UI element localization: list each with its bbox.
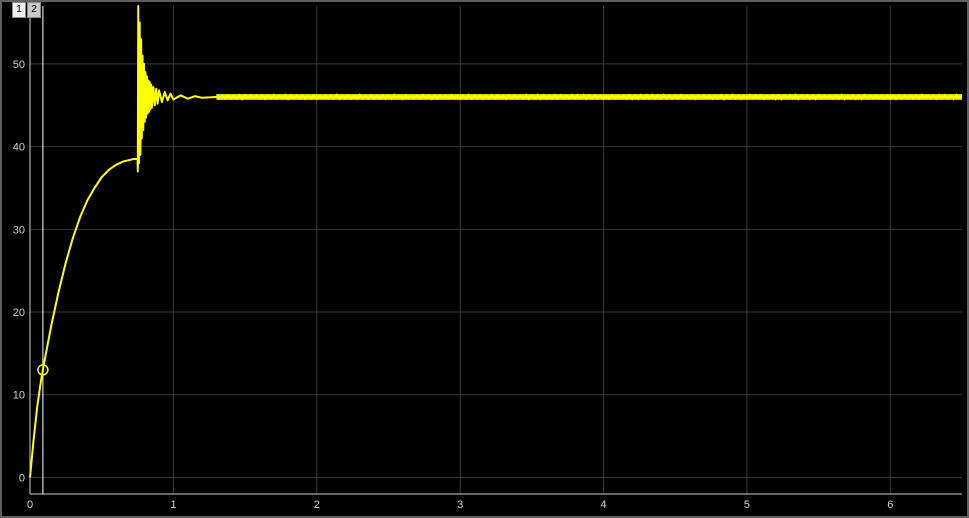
x-tick-label: 2 (314, 499, 320, 511)
y-tick-label: 40 (13, 142, 25, 154)
chart-svg: 012345601020304050 (2, 2, 967, 516)
x-tick-label: 0 (27, 499, 33, 511)
y-tick-label: 0 (19, 472, 25, 484)
tab-1[interactable]: 1 (12, 2, 26, 18)
y-tick-label: 30 (13, 224, 25, 236)
x-tick-label: 1 (170, 499, 176, 511)
x-tick-label: 5 (744, 499, 750, 511)
y-tick-label: 10 (13, 390, 25, 402)
x-tick-label: 6 (887, 499, 893, 511)
x-tick-label: 4 (600, 499, 606, 511)
tab-2[interactable]: 2 (27, 2, 41, 18)
signal-trace (30, 6, 962, 477)
y-tick-label: 20 (13, 307, 25, 319)
tab-bar: 1 2 (12, 2, 42, 18)
plot-area[interactable]: 012345601020304050 1 2 (2, 2, 967, 516)
scope-window: 012345601020304050 1 2 (0, 0, 969, 518)
y-tick-label: 50 (13, 59, 25, 71)
x-tick-label: 3 (457, 499, 463, 511)
